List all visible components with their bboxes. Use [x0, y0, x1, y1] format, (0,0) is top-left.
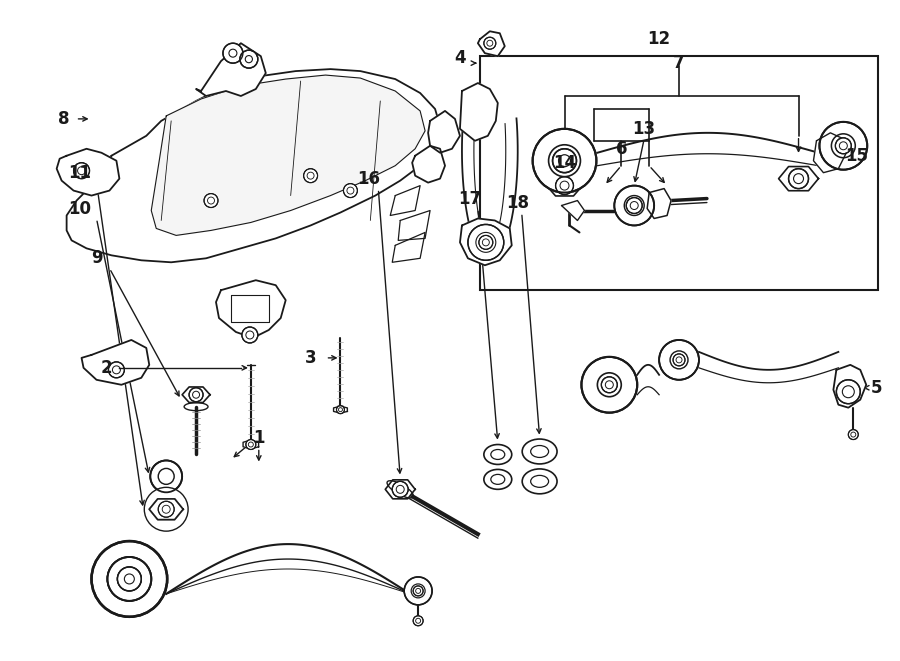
Polygon shape	[647, 188, 671, 219]
Ellipse shape	[491, 475, 505, 485]
Polygon shape	[149, 499, 183, 520]
Polygon shape	[814, 133, 846, 173]
Text: 14: 14	[553, 154, 576, 172]
Polygon shape	[57, 149, 120, 196]
Polygon shape	[398, 210, 430, 241]
Text: 17: 17	[458, 190, 482, 208]
Circle shape	[553, 149, 577, 173]
Circle shape	[673, 354, 685, 366]
Text: 5: 5	[870, 379, 882, 397]
Circle shape	[74, 163, 89, 178]
Ellipse shape	[531, 446, 549, 457]
Polygon shape	[778, 167, 818, 191]
Ellipse shape	[184, 403, 208, 410]
Ellipse shape	[531, 475, 549, 487]
Circle shape	[479, 235, 493, 249]
Text: 11: 11	[68, 164, 91, 182]
Circle shape	[344, 184, 357, 198]
Polygon shape	[546, 175, 582, 196]
Text: 13: 13	[633, 120, 656, 138]
Polygon shape	[82, 340, 149, 385]
Circle shape	[404, 577, 432, 605]
Circle shape	[107, 557, 151, 601]
Circle shape	[184, 395, 208, 418]
Circle shape	[615, 186, 654, 225]
Text: 4: 4	[454, 49, 466, 67]
Circle shape	[581, 357, 637, 412]
Circle shape	[413, 586, 423, 596]
Circle shape	[601, 377, 617, 393]
Circle shape	[150, 461, 182, 492]
Circle shape	[836, 380, 860, 404]
Polygon shape	[562, 200, 584, 221]
Text: 6: 6	[616, 139, 627, 158]
Polygon shape	[151, 75, 425, 235]
Circle shape	[468, 225, 504, 260]
Text: 1: 1	[253, 428, 265, 447]
Circle shape	[303, 169, 318, 182]
Circle shape	[835, 137, 851, 154]
Polygon shape	[428, 111, 460, 153]
Polygon shape	[149, 499, 183, 520]
Polygon shape	[460, 219, 512, 265]
Ellipse shape	[484, 444, 512, 465]
Ellipse shape	[522, 439, 557, 464]
Polygon shape	[196, 43, 266, 96]
Polygon shape	[833, 365, 866, 408]
Circle shape	[242, 327, 257, 343]
Polygon shape	[67, 69, 440, 262]
Ellipse shape	[491, 449, 505, 459]
Circle shape	[144, 487, 188, 531]
Text: 10: 10	[68, 200, 91, 217]
Text: 8: 8	[58, 110, 69, 128]
Circle shape	[92, 541, 167, 617]
Ellipse shape	[484, 469, 512, 489]
Circle shape	[819, 122, 868, 170]
Polygon shape	[392, 233, 425, 262]
Polygon shape	[460, 83, 498, 141]
Circle shape	[240, 50, 257, 68]
Polygon shape	[182, 387, 210, 403]
Polygon shape	[391, 186, 420, 215]
Text: 16: 16	[356, 170, 380, 188]
Polygon shape	[334, 406, 347, 413]
Text: 9: 9	[91, 249, 103, 267]
Text: 18: 18	[506, 194, 529, 212]
Circle shape	[147, 489, 186, 529]
Circle shape	[626, 198, 643, 214]
Text: 15: 15	[845, 147, 868, 165]
Circle shape	[849, 430, 859, 440]
Circle shape	[533, 129, 597, 192]
Circle shape	[555, 176, 573, 194]
Circle shape	[204, 194, 218, 208]
Circle shape	[189, 388, 203, 402]
Circle shape	[659, 340, 699, 380]
Text: 3: 3	[305, 349, 317, 367]
Circle shape	[158, 501, 175, 517]
Circle shape	[117, 567, 141, 591]
Polygon shape	[412, 146, 445, 182]
Polygon shape	[385, 480, 415, 499]
Text: 12: 12	[648, 30, 670, 48]
Polygon shape	[216, 280, 285, 338]
Circle shape	[788, 169, 808, 188]
Ellipse shape	[387, 481, 413, 498]
Bar	[480, 56, 878, 290]
Polygon shape	[478, 31, 505, 56]
Circle shape	[246, 440, 256, 449]
Polygon shape	[243, 440, 258, 449]
Circle shape	[484, 37, 496, 49]
Text: 2: 2	[101, 359, 112, 377]
Circle shape	[223, 43, 243, 63]
Circle shape	[108, 362, 124, 378]
Circle shape	[337, 406, 345, 414]
Ellipse shape	[522, 469, 557, 494]
Circle shape	[413, 616, 423, 626]
Text: 7: 7	[673, 54, 685, 72]
Circle shape	[392, 481, 409, 497]
